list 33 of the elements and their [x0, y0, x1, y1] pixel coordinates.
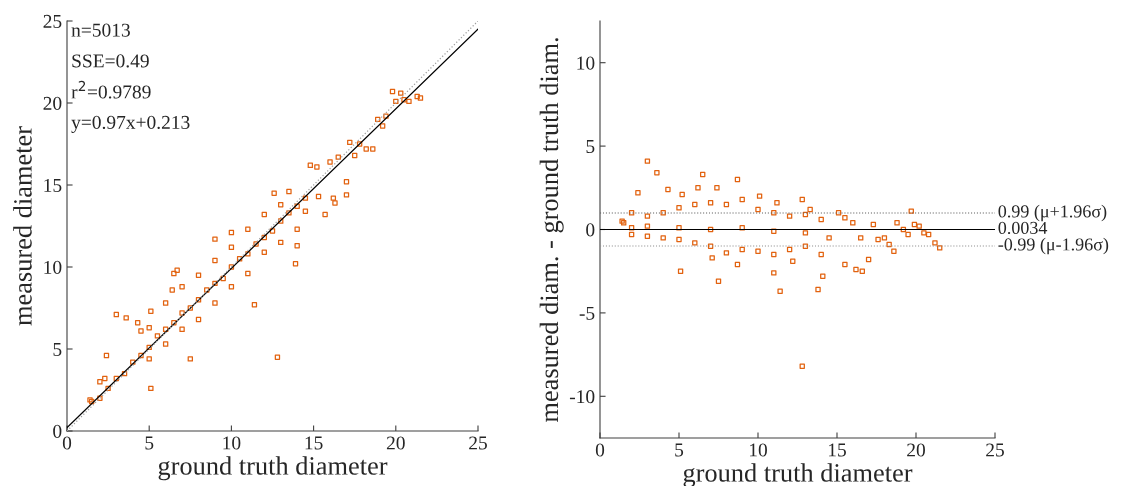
x-tick-label: 10: [749, 443, 767, 457]
y-axis-title: measured diam. - ground truth diam.: [539, 38, 564, 423]
y-tick-label: -10: [569, 390, 595, 404]
annotation: SSE=0.49: [72, 54, 149, 68]
x-tick-label: 15: [305, 436, 323, 450]
x-tick-label: 20: [386, 436, 405, 450]
x-tick-label: 20: [907, 443, 925, 457]
x-tick-label: 0: [62, 436, 72, 450]
y-tick-label: 10: [44, 260, 62, 274]
ref-line-label: 0.99 (μ+1.96σ): [998, 204, 1107, 222]
y-tick-label: -5: [579, 306, 595, 320]
y-tick-label: 0: [53, 424, 62, 438]
annotation: n=5013: [71, 23, 130, 37]
ref-line-label: -0.99 (μ-1.96σ): [998, 237, 1109, 255]
x-axis-title: ground truth diameter: [158, 456, 388, 481]
y-tick-label: 5: [586, 140, 595, 154]
annotation: r$^{2}$=0.9789: [71, 80, 151, 99]
annotation: y=0.97x+0.213: [71, 115, 190, 133]
y-tick-label: 10: [577, 56, 595, 70]
y-tick-label: 5: [53, 343, 62, 356]
y-axis-title: measured diameter: [13, 126, 32, 326]
x-tick-label: 25: [986, 443, 1004, 457]
y-tick-label: 25: [43, 14, 62, 28]
x-tick-label: 0: [595, 443, 605, 457]
x-tick-label: 5: [675, 443, 684, 457]
x-tick-label: 10: [223, 436, 241, 450]
x-tick-label: 25: [469, 436, 487, 450]
ref-line-label: 0.0034: [998, 221, 1048, 235]
x-tick-label: 15: [828, 443, 846, 457]
y-tick-label: 0: [586, 223, 595, 237]
x-tick-label: 5: [145, 436, 154, 450]
y-tick-label: 15: [44, 178, 62, 192]
y-tick-label: 20: [43, 96, 62, 110]
